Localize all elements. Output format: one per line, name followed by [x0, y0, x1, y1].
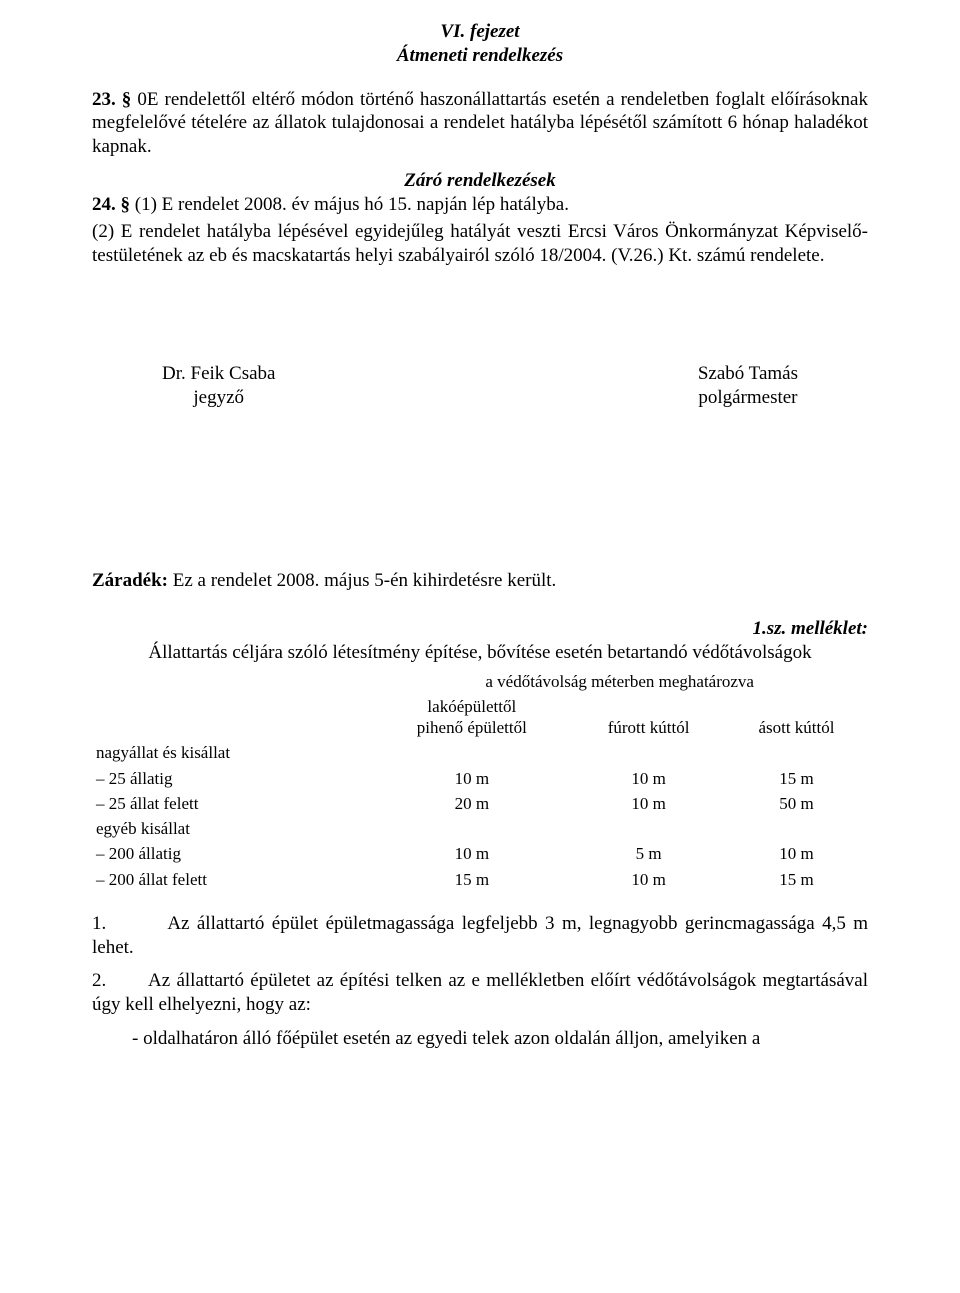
note-2: 2. Az állattartó épületet az építési tel…	[92, 969, 868, 1017]
cell: 10 m	[371, 841, 572, 866]
chapter-title: VI. fejezet	[92, 20, 868, 44]
group-label: nagyállat és kisállat	[92, 740, 868, 765]
annex-subtitle: Állattartás céljára szóló létesítmény ép…	[92, 641, 868, 665]
row-label: – 25 állat felett	[92, 791, 371, 816]
cell: 20 m	[371, 791, 572, 816]
paragraph-24-1: 24. § (1) E rendelet 2008. év május hó 1…	[92, 193, 868, 217]
paragraph-23: 23. § 0E rendelettől eltérő módon történ…	[92, 88, 868, 159]
signature-right: Szabó Tamás polgármester	[698, 362, 798, 410]
table-row: – 200 állatig 10 m 5 m 10 m	[92, 841, 868, 866]
note-number: 2.	[92, 969, 124, 993]
table-row: – 200 állat felett 15 m 10 m 15 m	[92, 867, 868, 892]
note-1: 1. Az állattartó épület épületmagassága …	[92, 912, 868, 960]
row-label: – 25 állatig	[92, 766, 371, 791]
cell: 10 m	[371, 766, 572, 791]
cell: 5 m	[572, 841, 725, 866]
distance-table: a védőtávolság méterben meghatározva lak…	[92, 669, 868, 892]
para-text: (1) E rendelet 2008. év május hó 15. nap…	[135, 194, 569, 215]
table-row: – 25 állatig 10 m 10 m 15 m	[92, 766, 868, 791]
col-header-3: ásott kúttól	[725, 694, 868, 741]
signer-title: polgármester	[698, 386, 798, 410]
row-label: – 200 állat felett	[92, 867, 371, 892]
signature-left: Dr. Feik Csaba jegyző	[162, 362, 275, 410]
row-label: – 200 állatig	[92, 841, 371, 866]
closing-heading: Záró rendelkezések	[92, 169, 868, 193]
table-group-row: nagyállat és kisállat	[92, 740, 868, 765]
para-number: 23. §	[92, 89, 131, 110]
cell: 10 m	[572, 766, 725, 791]
col1-line1: lakóépülettől	[375, 696, 568, 717]
note-number: 1.	[92, 912, 124, 936]
zaradek-line: Záradék: Ez a rendelet 2008. május 5-én …	[92, 569, 868, 593]
cell: 50 m	[725, 791, 868, 816]
table-header-row: lakóépülettől pihenő épülettől fúrott kú…	[92, 694, 868, 741]
table-row: – 25 állat felett 20 m 10 m 50 m	[92, 791, 868, 816]
annex-title: 1.sz. melléklet:	[92, 617, 868, 641]
signature-row: Dr. Feik Csaba jegyző Szabó Tamás polgár…	[92, 362, 868, 410]
chapter-subtitle: Átmeneti rendelkezés	[92, 44, 868, 68]
signer-title: jegyző	[162, 386, 275, 410]
cell: 10 m	[572, 867, 725, 892]
note-text: Az állattartó épületet az építési telken…	[92, 970, 868, 1015]
signer-name: Szabó Tamás	[698, 362, 798, 386]
note-text: Az állattartó épület épületmagassága leg…	[92, 913, 868, 958]
para-text: 0E rendelettől eltérő módon történő hasz…	[92, 89, 868, 158]
col1-line2: pihenő épülettől	[375, 717, 568, 738]
cell: 10 m	[725, 841, 868, 866]
table-header-main-row: a védőtávolság méterben meghatározva	[92, 669, 868, 694]
note-2-sub: - oldalhatáron álló főépület esetén az e…	[92, 1027, 868, 1051]
para-number: 24. §	[92, 194, 130, 215]
signer-name: Dr. Feik Csaba	[162, 362, 275, 386]
cell: 15 m	[725, 867, 868, 892]
table-header-main: a védőtávolság méterben meghatározva	[371, 669, 868, 694]
cell: 15 m	[725, 766, 868, 791]
paragraph-24-2: (2) E rendelet hatályba lépésével egyide…	[92, 220, 868, 268]
col-header-1: lakóépülettől pihenő épülettől	[371, 694, 572, 741]
cell: 10 m	[572, 791, 725, 816]
zaradek-label: Záradék:	[92, 570, 168, 591]
table-group-row: egyéb kisállat	[92, 816, 868, 841]
group-label: egyéb kisállat	[92, 816, 868, 841]
col-header-2: fúrott kúttól	[572, 694, 725, 741]
zaradek-text: Ez a rendelet 2008. május 5-én kihirdeté…	[168, 570, 556, 591]
cell: 15 m	[371, 867, 572, 892]
